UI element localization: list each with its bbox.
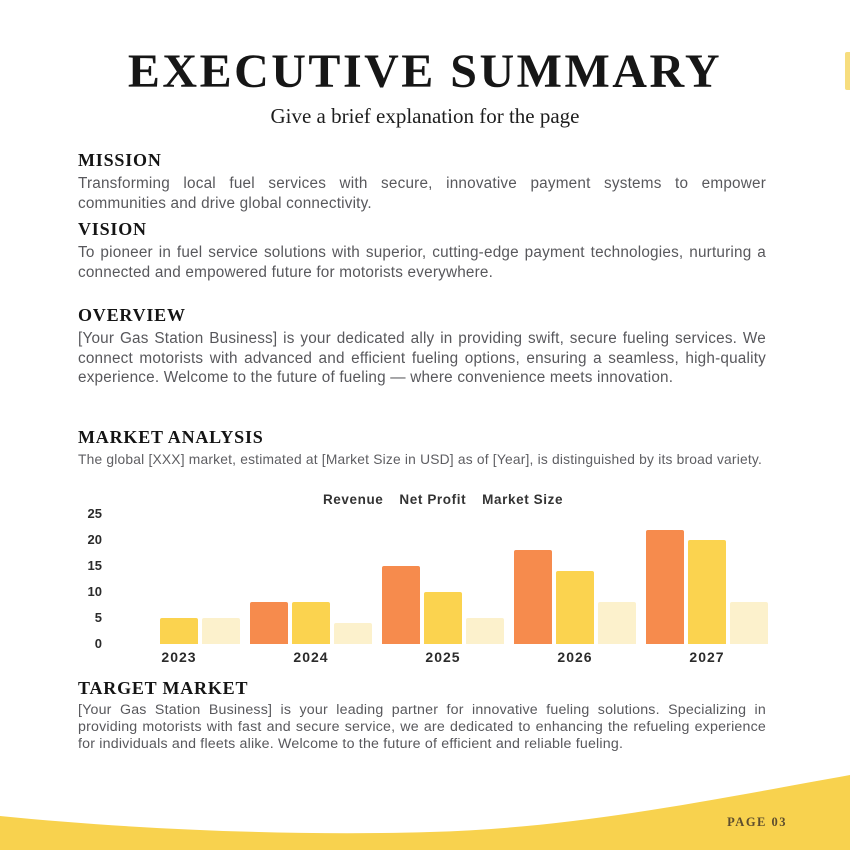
- chart-legend: Revenue Net Profit Market Size: [118, 492, 768, 510]
- market-analysis-bar-chart: Revenue Net Profit Market Size 0 5 10 15 20 2…: [78, 492, 768, 670]
- bar-net-profit-2024: [292, 602, 330, 644]
- bar-group-2023: 2023: [118, 514, 240, 665]
- bar-market-size-2027: [730, 602, 768, 644]
- overview-body: [Your Gas Station Business] is your dedi…: [78, 330, 766, 387]
- bar-market-size-2025: [466, 618, 504, 644]
- mission-heading: MISSION: [78, 150, 162, 170]
- bar-revenue-2025: [382, 566, 420, 644]
- bar-market-size-2024: [334, 623, 372, 644]
- bar-group-2027: 2027: [646, 514, 768, 665]
- vision-heading: VISION: [78, 219, 147, 239]
- footer-wave-decoration: [0, 775, 850, 850]
- page-title: EXECUTIVE SUMMARY: [127, 45, 723, 98]
- section-vision: VISION To pioneer in fuel service soluti…: [78, 219, 766, 282]
- y-tick-0: 0: [94, 636, 102, 651]
- section-target-market: TARGET MARKET [Your Gas Station Business…: [78, 678, 766, 753]
- bar-market-size-2026: [598, 602, 636, 644]
- x-tick-2026: 2026: [557, 649, 593, 665]
- bar-net-profit-2023: [160, 618, 198, 644]
- x-tick-2025: 2025: [425, 649, 461, 665]
- bar-revenue-2024: [250, 602, 288, 644]
- legend-item-market-size: Market Size: [482, 492, 564, 507]
- x-tick-2024: 2024: [293, 649, 329, 665]
- chart-bar-groups: 2023 2024 2025 2026 2027: [118, 514, 768, 665]
- bar-group-2026: 2026: [514, 514, 636, 665]
- market-analysis-body: The global [XXX] market, estimated at [M…: [78, 452, 762, 467]
- x-tick-2027: 2027: [689, 649, 725, 665]
- y-tick-15: 15: [87, 558, 102, 573]
- chart-plot-area: 0 5 10 15 20 25 2023 2024 2025 2026 2027: [78, 506, 768, 670]
- market-analysis-heading: MARKET ANALYSIS: [78, 427, 264, 447]
- section-mission: MISSION Transforming local fuel services…: [78, 150, 766, 213]
- bar-group-2025: 2025: [382, 514, 504, 665]
- target-market-heading: TARGET MARKET: [78, 678, 249, 698]
- bar-net-profit-2025: [424, 592, 462, 644]
- bar-revenue-2026: [514, 550, 552, 644]
- section-market-analysis: MARKET ANALYSIS The global [XXX] market,…: [78, 427, 766, 468]
- bar-net-profit-2026: [556, 571, 594, 644]
- bars-2027: [646, 514, 768, 644]
- page-subtitle: Give a brief explanation for the page: [270, 104, 580, 128]
- chart-y-axis: 0 5 10 15 20 25: [78, 506, 102, 651]
- mission-body: Transforming local fuel services with se…: [78, 175, 766, 212]
- right-edge-accent: [845, 52, 850, 90]
- bar-net-profit-2027: [688, 540, 726, 644]
- y-tick-5: 5: [94, 610, 102, 625]
- bars-2023: [118, 514, 240, 644]
- bars-2025: [382, 514, 504, 644]
- target-market-body: [Your Gas Station Business] is your lead…: [78, 702, 766, 752]
- y-tick-20: 20: [87, 532, 102, 547]
- bar-market-size-2023: [202, 618, 240, 644]
- bars-2026: [514, 514, 636, 644]
- vision-body: To pioneer in fuel service solutions wit…: [78, 244, 766, 281]
- y-tick-10: 10: [87, 584, 102, 599]
- y-tick-25: 25: [87, 506, 102, 521]
- bar-group-2024: 2024: [250, 514, 372, 665]
- page-number-label: PAGE 03: [727, 815, 787, 829]
- section-overview: OVERVIEW [Your Gas Station Business] is …: [78, 305, 766, 388]
- overview-heading: OVERVIEW: [78, 305, 186, 325]
- bar-revenue-2027: [646, 529, 684, 644]
- bars-2024: [250, 514, 372, 644]
- x-tick-2023: 2023: [161, 649, 197, 665]
- legend-item-net-profit: Net Profit: [399, 492, 467, 507]
- legend-item-revenue: Revenue: [322, 492, 384, 507]
